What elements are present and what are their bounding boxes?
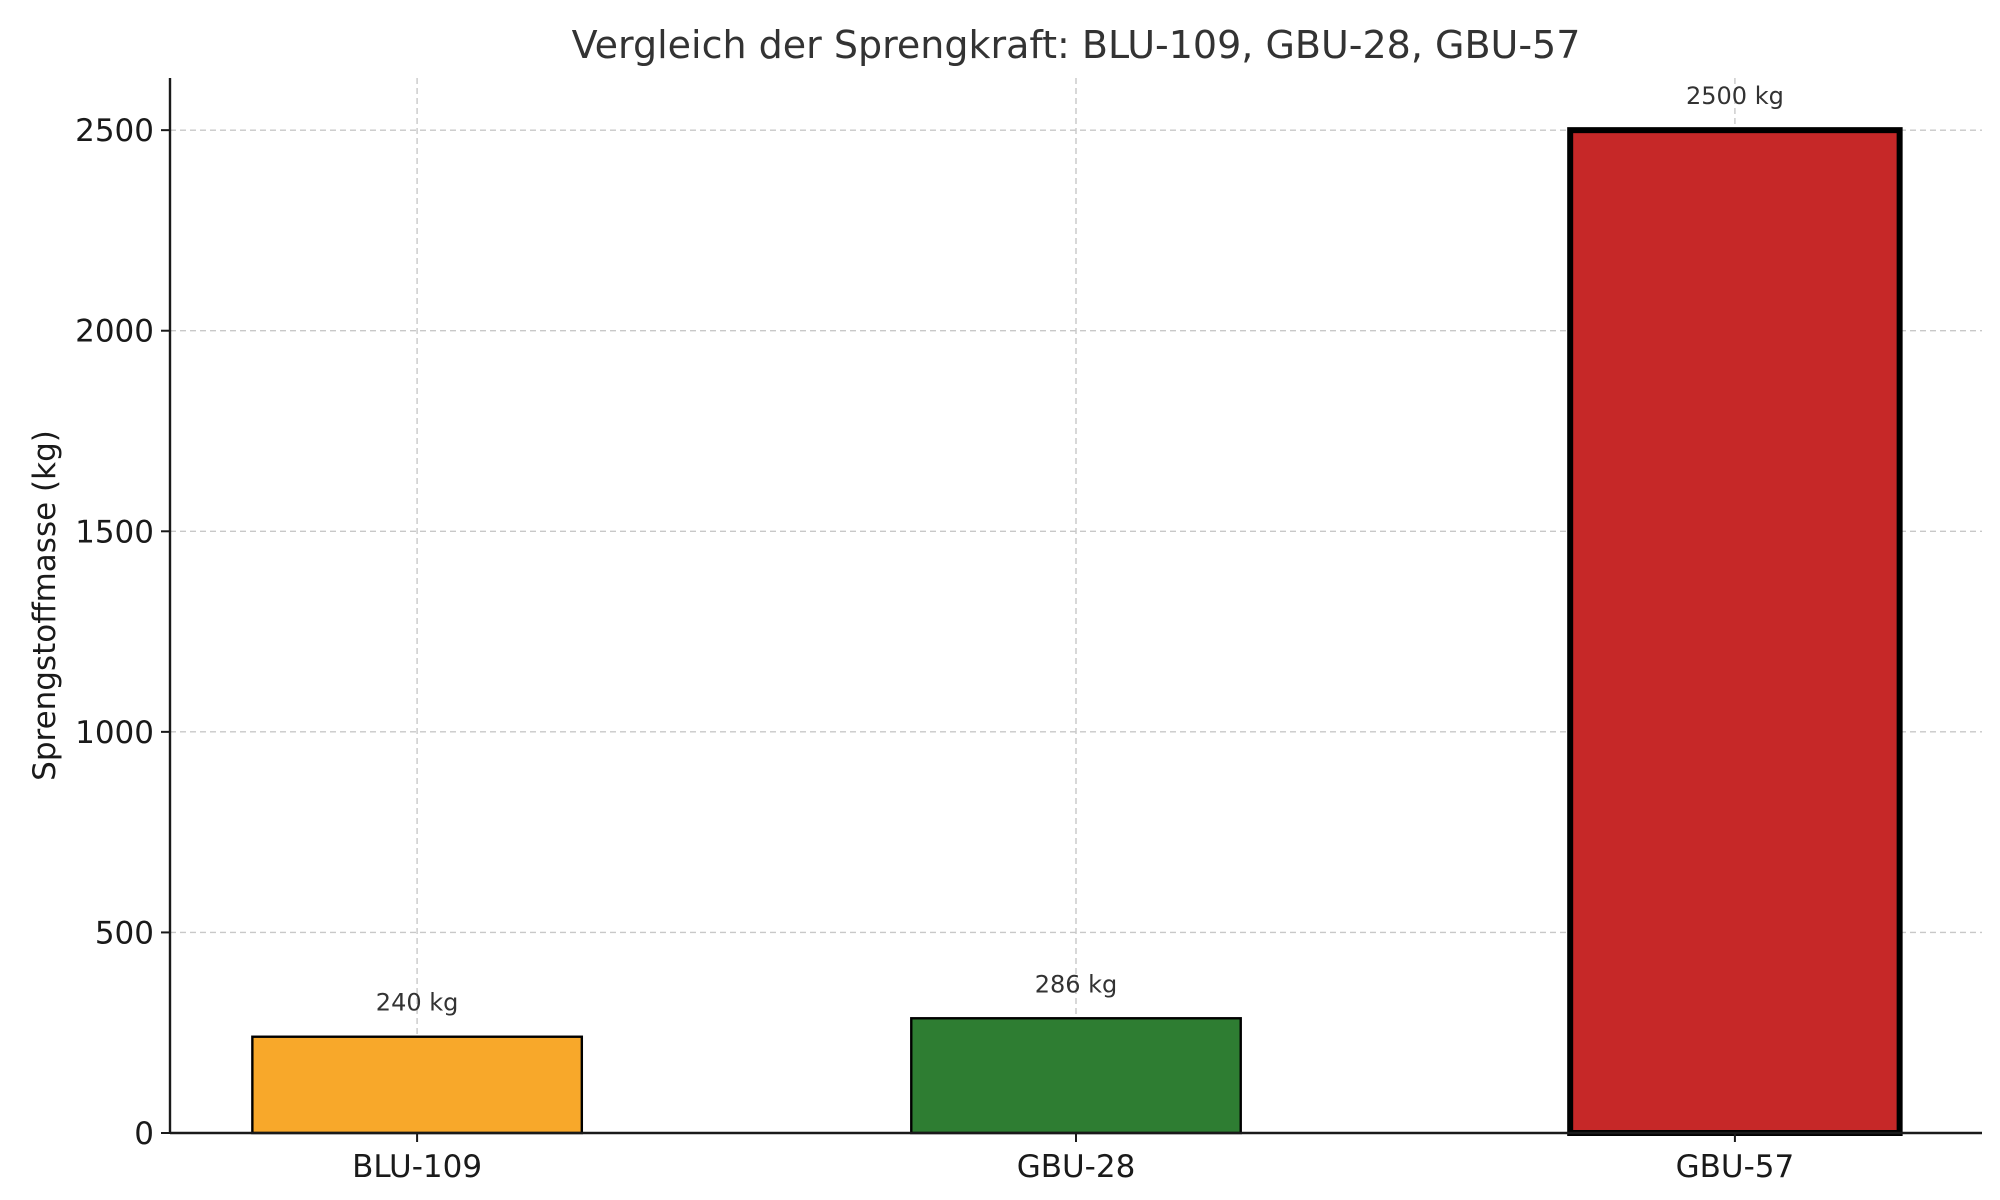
- y-tick-label: 1500: [75, 514, 154, 550]
- y-axis-label: Sprengstoffmasse (kg): [27, 430, 63, 781]
- labels-layer: 0 500 1000 1500 2000 2500 240 kg BLU-109 286 kg G…: [75, 82, 1794, 1185]
- grid-layer: [170, 78, 1982, 1134]
- bar-blu-109: [251, 1035, 584, 1135]
- bar-value-label: 2500 kg: [1686, 82, 1784, 110]
- bars-layer: [251, 127, 1903, 1136]
- x-tick-label: GBU-28: [1017, 1149, 1136, 1185]
- bar-value-label: 286 kg: [1035, 970, 1118, 998]
- y-tick-label: 0: [134, 1116, 154, 1152]
- bar-value-label: 240 kg: [376, 989, 459, 1017]
- chart-title: Vergleich der Sprengkraft: BLU-109, GBU-…: [572, 23, 1581, 67]
- y-tick-label: 2500: [75, 113, 154, 149]
- y-tick-label: 2000: [75, 314, 154, 350]
- x-tick-label: GBU-57: [1676, 1149, 1795, 1185]
- axes-layer: [161, 78, 1982, 1142]
- x-tick-label: BLU-109: [352, 1149, 482, 1185]
- y-tick-label: 1000: [75, 715, 154, 751]
- bar-gbu-57: [1567, 127, 1903, 1136]
- y-tick-label: 500: [95, 915, 154, 951]
- bar-gbu-28: [910, 1017, 1242, 1135]
